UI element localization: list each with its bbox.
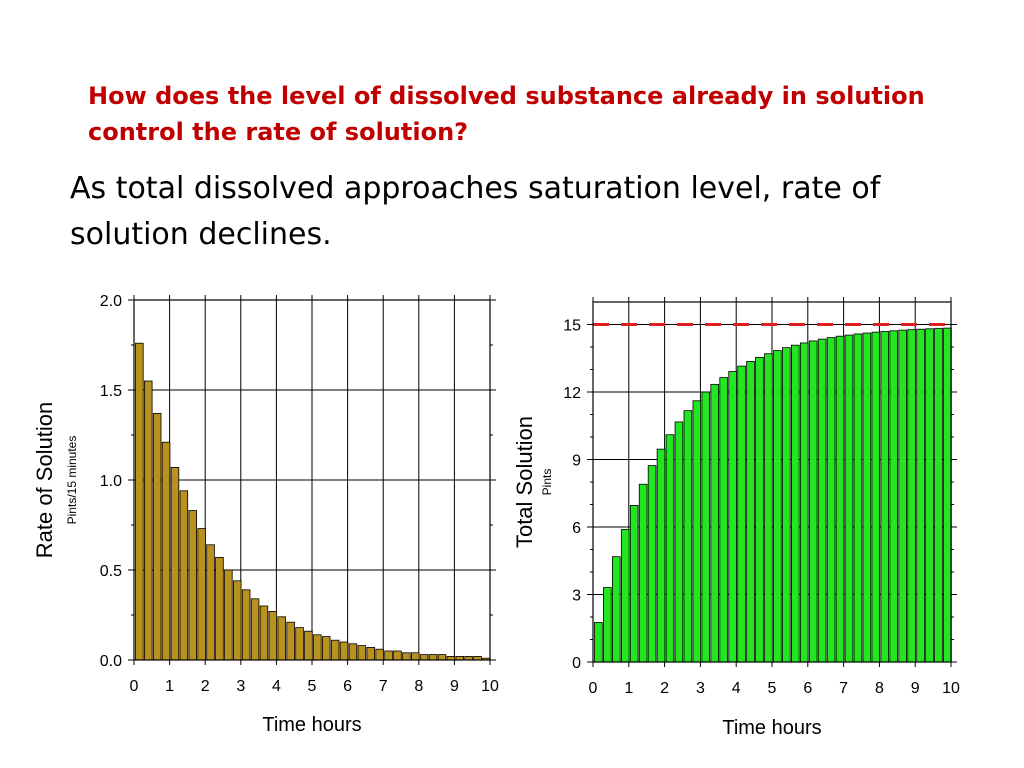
- total-y-tick-label: 9: [572, 453, 581, 470]
- total-bar: [647, 465, 657, 663]
- total-bar: [665, 434, 675, 663]
- total-x-tick-label: 3: [696, 680, 705, 697]
- slide-question: How does the level of dissolved substanc…: [88, 82, 925, 146]
- rate-x-tick-label: 1: [165, 678, 174, 695]
- total-bar: [791, 344, 800, 663]
- rate-y-tick-label: 0.0: [100, 653, 122, 670]
- rate-ticks: 0 1 2 3 4 5 6 7 8 9 10 0.0 0.5 1.0 1.5 2.0: [100, 293, 499, 695]
- rate-x-tick-label: 2: [201, 678, 210, 695]
- total-bar: [656, 448, 666, 663]
- total-x-tick-label: 7: [839, 680, 848, 697]
- rate-x-tick-label: 9: [450, 678, 459, 695]
- total-x-axis-label: Time hours: [722, 717, 821, 739]
- total-bar: [844, 334, 854, 663]
- total-x-tick-label: 0: [589, 680, 598, 697]
- total-bar: [889, 330, 898, 663]
- total-bar: [629, 504, 639, 663]
- total-x-tick-label: 5: [768, 680, 777, 697]
- total-x-tick-label: 2: [660, 680, 669, 697]
- rate-x-tick-label: 3: [236, 678, 245, 695]
- total-bar: [862, 332, 872, 663]
- total-bar: [683, 410, 693, 663]
- total-bar: [934, 327, 943, 663]
- total-bar: [826, 337, 836, 663]
- total-y-tick-label: 3: [572, 588, 581, 605]
- total-bar: [871, 331, 881, 663]
- total-x-tick-label: 4: [732, 680, 741, 697]
- total-bar: [594, 622, 603, 663]
- total-x-tick-label: 8: [875, 680, 884, 697]
- total-y-axis-label: Total Solution: [512, 416, 537, 548]
- total-bar: [755, 356, 764, 663]
- total-bar: [674, 421, 684, 663]
- total-bar: [782, 347, 791, 663]
- total-bar: [817, 338, 827, 663]
- total-bar: [773, 350, 782, 663]
- total-x-tick-label: 6: [803, 680, 812, 697]
- rate-x-tick-label: 6: [343, 678, 352, 695]
- total-bar: [898, 329, 907, 663]
- total-bar: [925, 328, 934, 663]
- rate-x-axis-label: Time hours: [262, 714, 361, 736]
- total-bar: [701, 391, 711, 663]
- total-bar: [737, 365, 746, 663]
- rate-x-tick-label: 0: [130, 678, 139, 695]
- total-y-tick-label: 6: [572, 520, 581, 537]
- slide-statement: As total dissolved approaches saturation…: [70, 171, 881, 252]
- total-x-tick-label: 10: [942, 680, 960, 697]
- rate-y-axis-sublabel: Pints/15 minutes: [65, 436, 79, 525]
- total-y-tick-label: 0: [572, 655, 581, 672]
- total-bar: [620, 529, 630, 663]
- total-bar: [746, 360, 755, 663]
- total-bar: [943, 327, 952, 663]
- total-y-tick-label: 15: [563, 318, 581, 335]
- total-bars: [594, 327, 952, 663]
- total-bar: [719, 377, 728, 663]
- rate-x-tick-label: 5: [308, 678, 317, 695]
- rate-x-tick-label: 4: [272, 678, 281, 695]
- total-bar: [880, 331, 890, 663]
- rate-y-tick-label: 0.5: [100, 563, 122, 580]
- total-bar: [835, 335, 845, 663]
- total-bar: [638, 483, 648, 663]
- total-bar: [728, 371, 737, 663]
- rate-x-tick-label: 10: [481, 678, 499, 695]
- rate-y-axis-label: Rate of Solution: [32, 402, 57, 559]
- total-bar: [764, 353, 773, 663]
- total-bar: [603, 587, 612, 663]
- total-x-tick-label: 9: [911, 680, 920, 697]
- total-bar: [853, 333, 863, 663]
- total-bar: [710, 383, 719, 663]
- rate-y-tick-label: 2.0: [100, 293, 122, 310]
- total-bar: [907, 329, 916, 663]
- total-y-axis-sublabel: Pints: [540, 469, 554, 496]
- total-bar: [692, 400, 702, 663]
- total-bar: [612, 556, 621, 663]
- total-bar: [808, 340, 818, 663]
- rate-x-tick-label: 8: [414, 678, 423, 695]
- total-y-tick-label: 12: [563, 385, 581, 402]
- rate-y-tick-label: 1.0: [100, 473, 122, 490]
- rate-y-tick-label: 1.5: [100, 383, 122, 400]
- rate-x-tick-label: 7: [379, 678, 388, 695]
- total-bar: [916, 328, 925, 663]
- total-bar: [799, 342, 809, 663]
- total-x-tick-label: 1: [624, 680, 633, 697]
